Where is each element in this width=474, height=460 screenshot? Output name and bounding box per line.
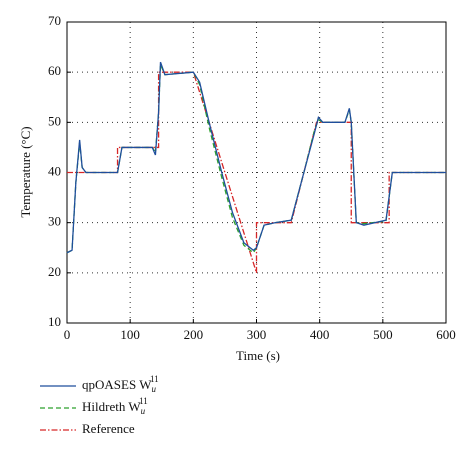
x-tick-label: 400 bbox=[310, 327, 330, 342]
y-axis-label: Temperature (°C) bbox=[18, 126, 33, 217]
y-tick-label: 30 bbox=[48, 214, 61, 229]
legend-label: qpOASES Wu11 bbox=[82, 374, 159, 394]
x-tick-label: 600 bbox=[436, 327, 456, 342]
legend-label: Hildreth Wu11 bbox=[82, 396, 148, 416]
data-line bbox=[66, 61, 446, 254]
y-tick-label: 10 bbox=[48, 314, 61, 329]
x-tick-label: 200 bbox=[184, 327, 204, 342]
y-tick-label: 50 bbox=[48, 113, 61, 128]
y-tick-label: 60 bbox=[48, 63, 61, 78]
x-axis-label: Time (s) bbox=[236, 348, 280, 363]
y-tick-label: 20 bbox=[48, 264, 61, 279]
x-tick-label: 300 bbox=[247, 327, 267, 342]
x-tick-label: 0 bbox=[64, 327, 71, 342]
legend-label: Reference bbox=[82, 421, 135, 436]
x-tick-label: 100 bbox=[120, 327, 140, 342]
y-tick-label: 40 bbox=[48, 163, 61, 178]
x-tick-label: 500 bbox=[373, 327, 393, 342]
y-tick-label: 70 bbox=[48, 13, 61, 28]
